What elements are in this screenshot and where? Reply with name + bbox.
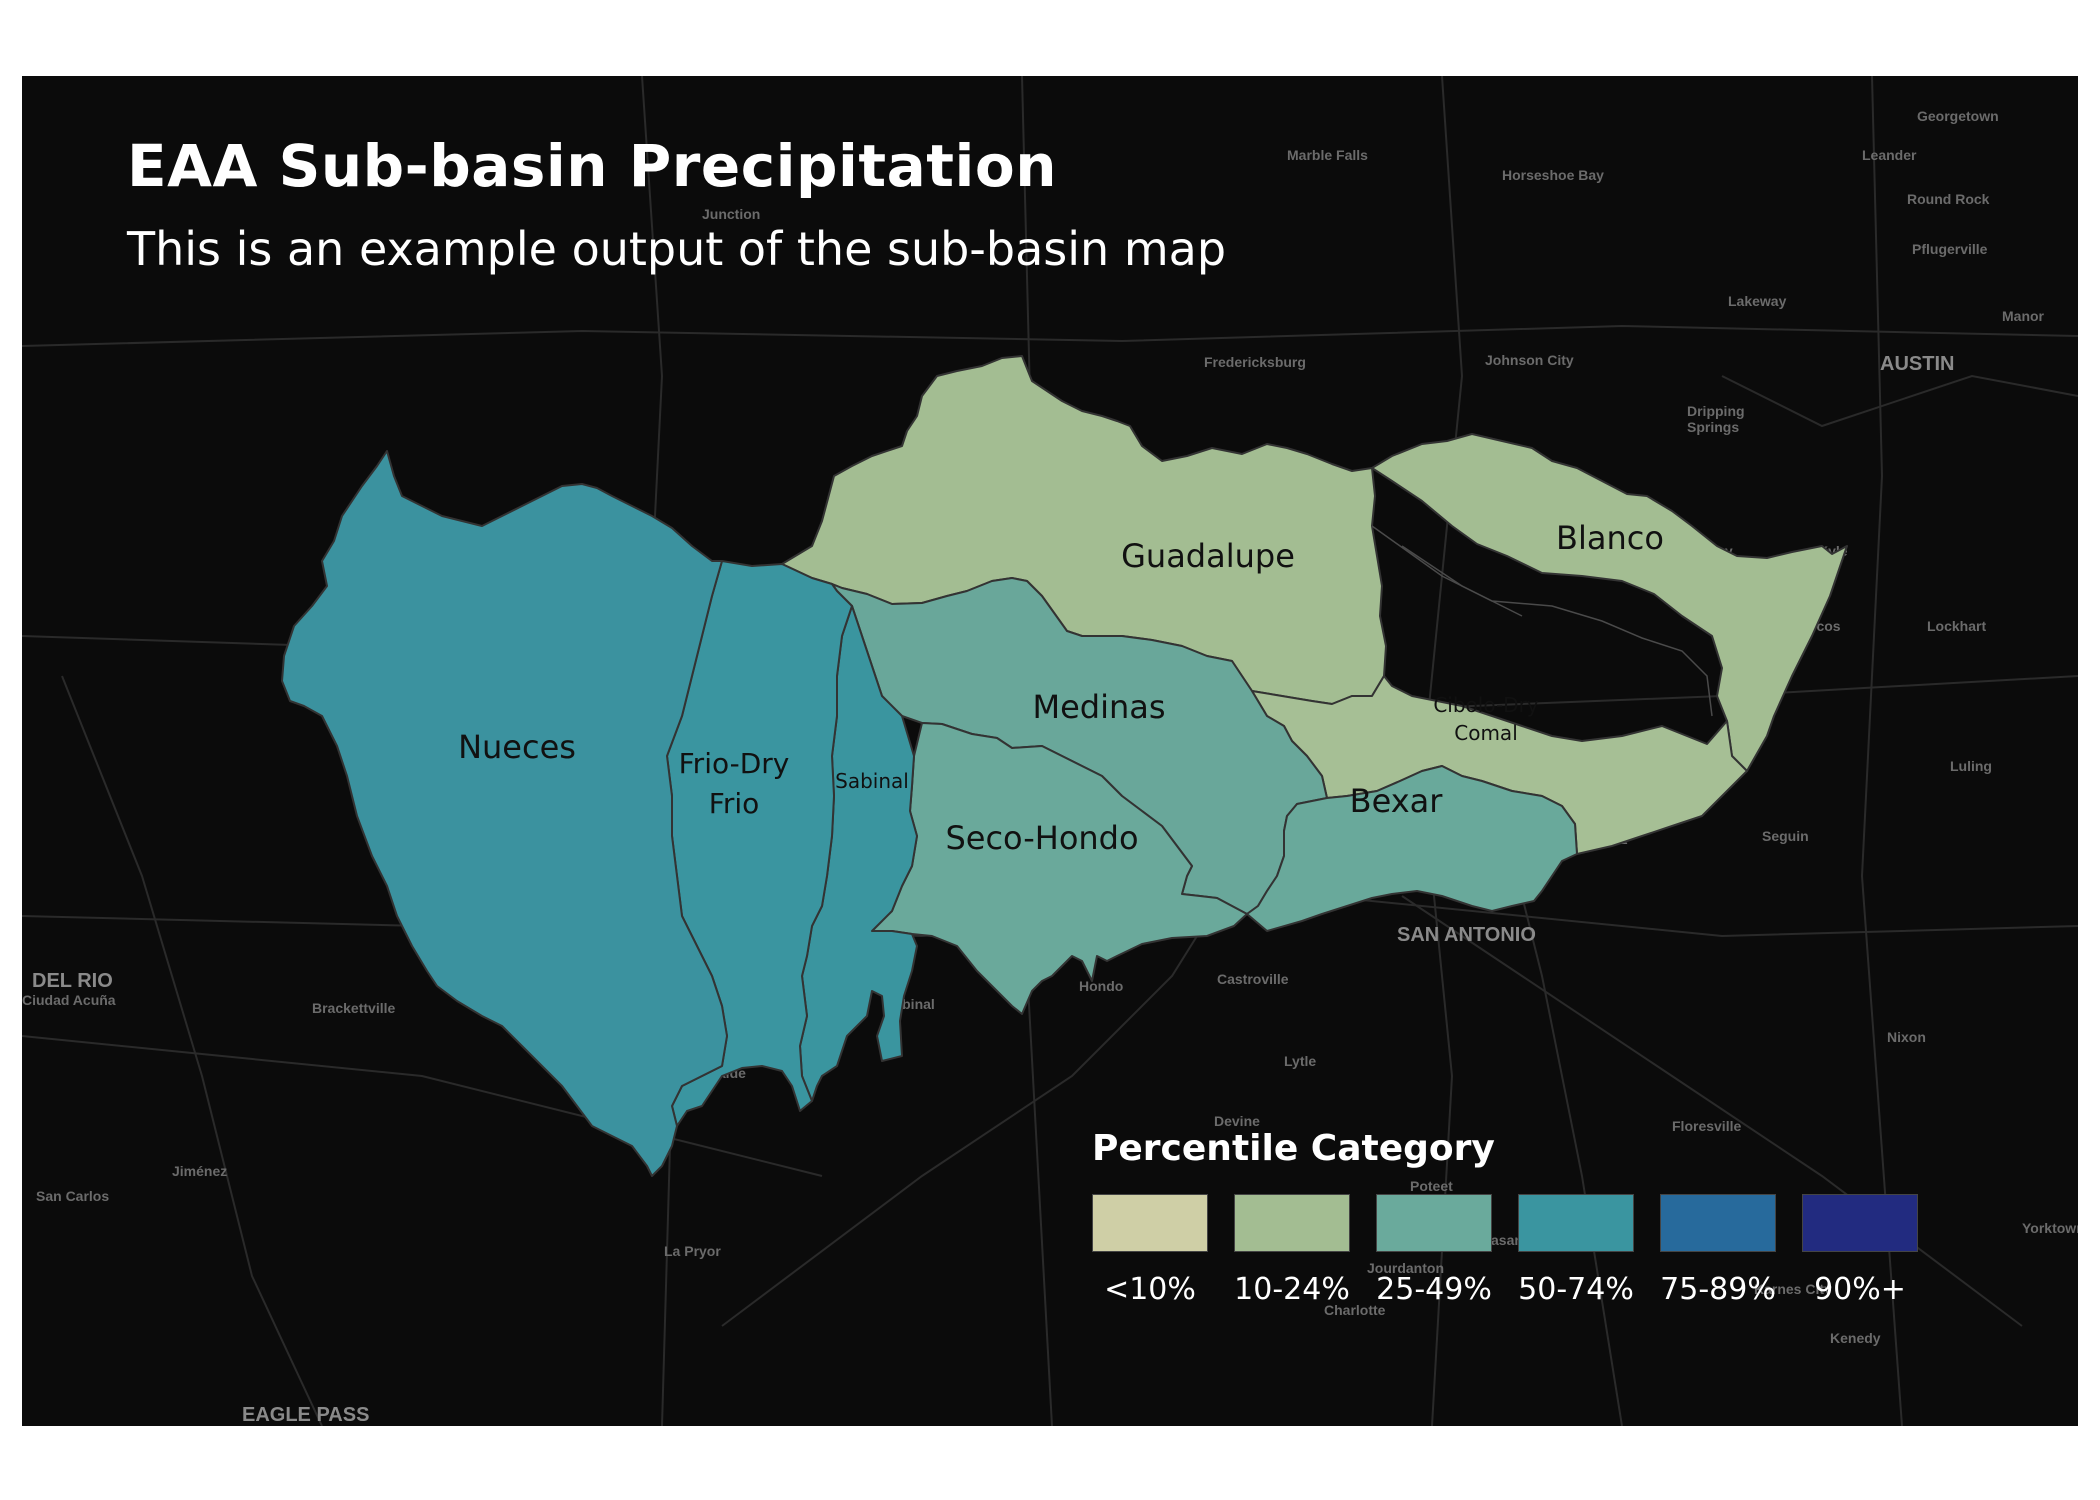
place-label: Hondo — [1079, 978, 1123, 994]
place-label: Dripping — [1687, 403, 1745, 419]
legend-item: 90%+ — [1802, 1194, 1918, 1307]
basin-label-cibolo-2: Comal — [1454, 721, 1518, 745]
place-label: Pflugerville — [1912, 241, 1988, 257]
place-label: Kenedy — [1830, 1330, 1881, 1346]
basin-polygons — [281, 355, 1848, 1177]
legend-swatch — [1660, 1194, 1776, 1252]
legend-swatch — [1234, 1194, 1350, 1252]
legend-label: 90%+ — [1814, 1272, 1906, 1307]
place-label: Junction — [702, 206, 760, 222]
place-label: SAN ANTONIO — [1397, 924, 1536, 946]
place-label: EAGLE PASS — [242, 1404, 369, 1426]
legend-item: 75-89% — [1660, 1194, 1776, 1307]
legend-label: 25-49% — [1376, 1272, 1492, 1307]
legend-swatch — [1092, 1194, 1208, 1252]
place-label: Yorktown — [2022, 1220, 2078, 1236]
legend-item: 25-49% — [1376, 1194, 1492, 1307]
basin-nueces[interactable] — [281, 450, 728, 1177]
place-label: San Carlos — [36, 1188, 109, 1204]
map-title: EAA Sub-basin Precipitation — [127, 132, 1058, 200]
place-label: La Pryor — [664, 1243, 721, 1259]
place-label: Seguin — [1762, 828, 1809, 844]
place-label: Ciudad Acuña — [22, 992, 116, 1008]
place-label: Charlotte — [1324, 1302, 1386, 1318]
legend-label: 50-74% — [1518, 1272, 1634, 1307]
basin-internal-lines — [1371, 525, 1713, 717]
place-label: Horseshoe Bay — [1502, 167, 1604, 183]
place-label: AUSTIN — [1880, 353, 1954, 375]
legend-title: Percentile Category — [1092, 1128, 1495, 1169]
place-label: Lockhart — [1927, 618, 1986, 634]
place-label: Floresville — [1672, 1118, 1741, 1134]
legend-swatch — [1376, 1194, 1492, 1252]
place-label: Karnes City — [1754, 1281, 1832, 1297]
place-label: Luling — [1950, 758, 1992, 774]
place-label: Lakeway — [1728, 293, 1787, 309]
basin-label-frio-2: Frio — [709, 787, 760, 820]
place-label: Lytle — [1284, 1053, 1316, 1069]
place-label: Castroville — [1217, 971, 1289, 987]
basin-bexar[interactable] — [1246, 765, 1578, 932]
place-label: Marble Falls — [1287, 147, 1368, 163]
place-label: Fredericksburg — [1204, 354, 1306, 370]
basin-label-guadalupe: Guadalupe — [1121, 537, 1295, 575]
place-label: Jourdanton — [1367, 1260, 1444, 1276]
place-label: Round Rock — [1907, 191, 1990, 207]
basin-blanco[interactable] — [1371, 433, 1848, 772]
place-label: Georgetown — [1917, 108, 1999, 124]
place-label: Manor — [2002, 308, 2045, 324]
legend-label: 75-89% — [1660, 1272, 1776, 1307]
map-subtitle: This is an example output of the sub-bas… — [127, 222, 1227, 276]
legend-item: 50-74% — [1518, 1194, 1634, 1307]
legend-label: <10% — [1104, 1272, 1196, 1307]
basin-label-sabinal: Sabinal — [835, 769, 909, 793]
map-canvas[interactable]: Georgetown Marble Falls Horseshoe Bay Le… — [22, 76, 2078, 1426]
place-label: Springs — [1687, 419, 1739, 435]
basin-labels: Nueces Frio-Dry Frio Sabinal Medinas Sec… — [458, 519, 1664, 857]
place-label: Johnson City — [1485, 352, 1574, 368]
legend-item: 10-24% — [1234, 1194, 1350, 1307]
basin-label-nueces: Nueces — [458, 728, 576, 766]
legend: <10% 10-24% 25-49% 50-74% 75-89% 90%+ — [1092, 1194, 1918, 1307]
basin-label-medinas: Medinas — [1032, 688, 1165, 726]
legend-swatch — [1518, 1194, 1634, 1252]
place-label: DEL RIO — [32, 970, 113, 992]
legend-item: <10% — [1092, 1194, 1208, 1307]
legend-swatch — [1802, 1194, 1918, 1252]
place-label: Jiménez — [172, 1163, 227, 1179]
place-label: Nixon — [1887, 1029, 1926, 1045]
basin-label-seco-hondo: Seco-Hondo — [945, 819, 1138, 857]
place-label: Brackettville — [312, 1000, 395, 1016]
place-label: Devine — [1214, 1113, 1260, 1129]
basin-label-cibolo-1: Cibolo-Dry — [1433, 693, 1538, 717]
basin-label-frio-1: Frio-Dry — [679, 747, 790, 780]
basin-label-bexar: Bexar — [1350, 782, 1444, 820]
basin-label-blanco: Blanco — [1556, 519, 1664, 557]
place-label: Poteet — [1410, 1178, 1453, 1194]
place-label: Leander — [1862, 147, 1917, 163]
legend-label: 10-24% — [1234, 1272, 1350, 1307]
map-frame[interactable]: Georgetown Marble Falls Horseshoe Bay Le… — [22, 76, 2078, 1426]
